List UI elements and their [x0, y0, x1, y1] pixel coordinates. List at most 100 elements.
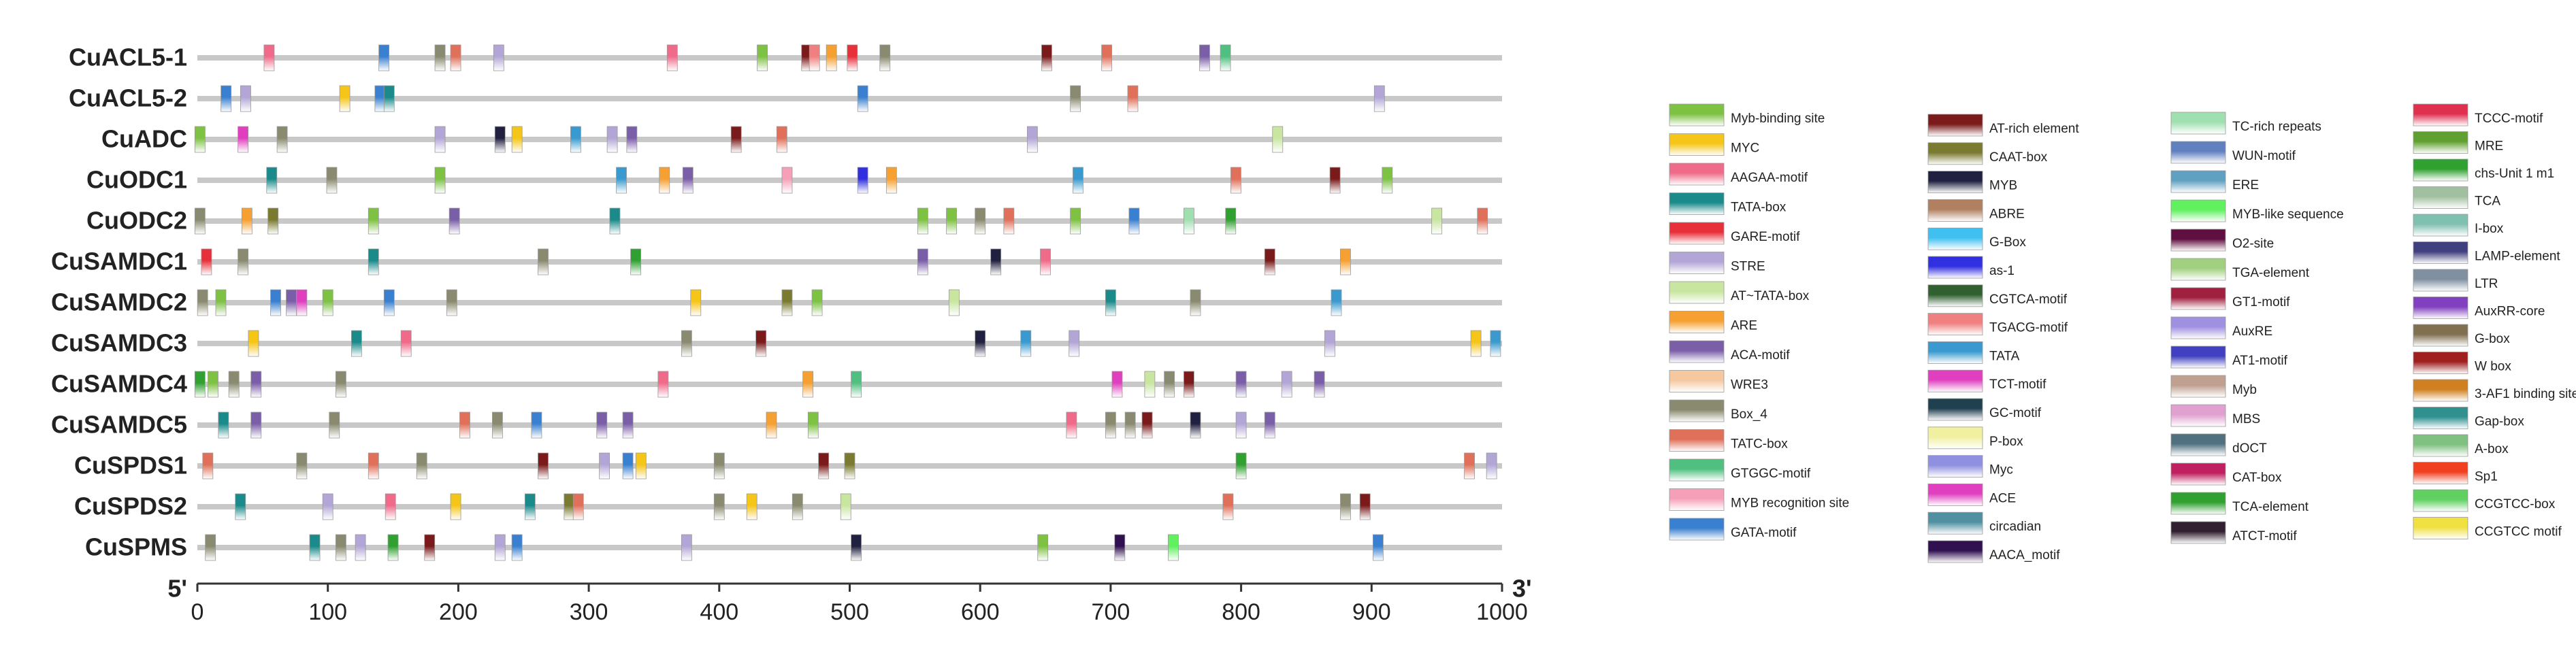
legend-label: MRE [2475, 139, 2503, 154]
legend-swatch [1669, 488, 1725, 511]
cis-element [1340, 493, 1351, 520]
legend-label: STRE [1731, 260, 1765, 274]
cis-element [564, 493, 575, 520]
cis-element [450, 44, 461, 71]
legend-swatch [1669, 252, 1725, 274]
cis-element [511, 126, 523, 153]
legend-label: TC-rich repeats [2232, 120, 2321, 134]
cis-element [851, 534, 862, 561]
x-tick-label: 100 [308, 599, 347, 625]
legend-swatch [1927, 284, 1983, 307]
legend-label: TATC-box [1731, 437, 1788, 452]
cis-element [322, 289, 333, 316]
cis-element [1264, 248, 1275, 275]
cis-element [885, 167, 897, 194]
legend-swatch [1669, 429, 1725, 452]
legend-label: AuxRE [2232, 324, 2272, 339]
cis-element [385, 493, 396, 520]
x-tick-label: 1000 [1476, 599, 1528, 625]
cis-element [681, 534, 692, 561]
cis-element [1114, 534, 1126, 561]
legend-swatch [2170, 141, 2226, 164]
cis-element [1070, 85, 1081, 112]
legend-label: MBS [2232, 412, 2260, 426]
cis-element [1144, 371, 1156, 398]
legend-swatch [2413, 324, 2468, 347]
legend-label: TCCC-motif [2475, 112, 2543, 126]
legend-swatch [2413, 297, 2468, 319]
cis-element [368, 452, 379, 480]
cis-element [781, 289, 793, 316]
legend-swatch [1669, 340, 1725, 363]
legend-swatch [1927, 511, 1983, 535]
cis-element [1220, 44, 1231, 71]
legend-label: 3-AF1 binding site [2475, 387, 2576, 401]
legend-swatch [1927, 227, 1983, 250]
cis-element [387, 534, 399, 561]
cis-element [572, 493, 584, 520]
cis-element [1340, 248, 1351, 275]
cis-element [847, 44, 858, 71]
legend-label: LTR [2475, 277, 2498, 291]
cis-element [374, 85, 386, 112]
cis-element [826, 44, 837, 71]
gene-label: CuSPDS1 [74, 452, 187, 480]
cis-element [1037, 534, 1049, 561]
cis-element [1066, 412, 1077, 439]
cis-element [1264, 412, 1275, 439]
cis-element [208, 371, 218, 398]
legend-label: LAMP-element [2475, 250, 2560, 264]
legend-label: ARE [1731, 319, 1757, 333]
x-tick-label: 800 [1222, 599, 1260, 625]
cis-element [1141, 412, 1153, 439]
cis-element [1359, 493, 1371, 520]
cis-element [857, 85, 868, 112]
cis-element [1331, 289, 1342, 316]
legend-swatch [2170, 375, 2226, 398]
legend-label: AT1-motif [2232, 354, 2288, 368]
legend-label: TATA-box [1731, 201, 1787, 215]
legend-label: O2-site [2232, 237, 2274, 251]
cis-element [1111, 371, 1123, 398]
cis-element [1124, 412, 1136, 439]
legend-label: TGA-element [2232, 266, 2310, 280]
legend-swatch [1669, 311, 1725, 333]
cis-element [350, 330, 362, 357]
cis-element [948, 289, 960, 316]
legend-swatch [2413, 269, 2468, 292]
cis-element [1382, 167, 1393, 194]
legend-label: G-box [2475, 332, 2510, 346]
cis-element [270, 289, 281, 316]
cis-element [235, 493, 246, 520]
legend-swatch [2170, 433, 2226, 456]
legend-label: A-box [2475, 442, 2509, 456]
legend-label: ATCT-motif [2232, 529, 2297, 543]
gene-label: CuODC1 [86, 166, 187, 194]
cis-element [383, 289, 395, 316]
cis-element [215, 289, 227, 316]
legend-label: GARE-motif [1731, 230, 1800, 244]
legend-swatch [1669, 163, 1725, 186]
legend-swatch [1669, 192, 1725, 215]
legend-swatch [1927, 313, 1983, 336]
legend-swatch [2413, 214, 2468, 237]
legend-swatch [2413, 352, 2468, 374]
cis-element [713, 493, 725, 520]
cis-element [286, 289, 297, 316]
cis-element [1003, 207, 1015, 235]
cis-element [1314, 371, 1325, 398]
cis-element [450, 493, 461, 520]
cis-element [238, 248, 248, 275]
legend-swatch [2170, 521, 2226, 544]
legend-label: Myc [1989, 463, 2013, 477]
cis-element [1070, 207, 1081, 235]
gene-label: CuSPDS2 [74, 492, 187, 520]
cis-element [1373, 85, 1385, 112]
cis-element [730, 126, 742, 153]
x-tick-label: 900 [1352, 599, 1391, 625]
cis-element [194, 371, 206, 398]
cis-element [221, 85, 232, 112]
legend-swatch [2170, 492, 2226, 515]
legend-label: Sp1 [2475, 470, 2498, 484]
cis-element [326, 167, 338, 194]
